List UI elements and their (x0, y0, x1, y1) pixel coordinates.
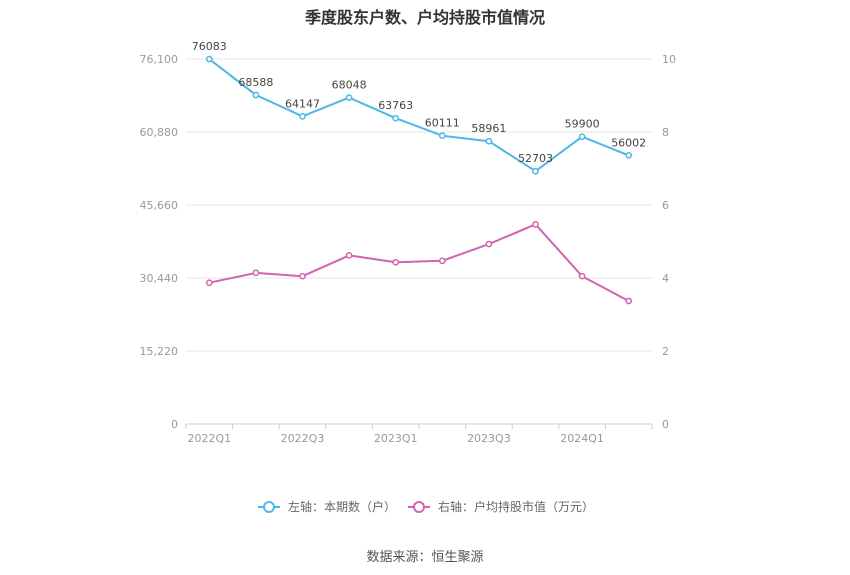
left-axis-ticks: 0 15,220 30,440 45,660 60,880 76,100 (140, 53, 179, 431)
right-tick-label: 0 (662, 418, 669, 431)
data-point (532, 167, 539, 175)
data-point (252, 269, 260, 277)
left-tick-label: 45,660 (140, 199, 179, 212)
x-tick-label: 2023Q1 (374, 432, 418, 445)
x-tick-label: 2022Q3 (281, 432, 325, 445)
data-label: 58961 (471, 122, 506, 135)
series-line-2 (209, 223, 630, 302)
legend-swatch-marker (263, 501, 275, 513)
right-tick-label: 8 (662, 126, 669, 139)
left-tick-label: 0 (171, 418, 178, 431)
data-label: 68048 (332, 79, 367, 92)
data-point (438, 132, 446, 140)
data-point (205, 279, 213, 287)
left-tick-label: 76,100 (140, 53, 179, 66)
left-tick-label: 60,880 (140, 126, 179, 139)
data-point (299, 272, 306, 280)
x-tick-label: 2022Q1 (187, 432, 231, 445)
grid-lines (186, 58, 652, 425)
data-point (625, 152, 633, 159)
data-point (345, 252, 353, 259)
data-point (578, 272, 586, 280)
data-point (485, 240, 493, 248)
data-source: 数据来源：恒生聚源 (366, 550, 484, 565)
right-tick-label: 10 (662, 53, 676, 66)
legend: 左轴：本期数（户） 右轴：户均持股市值（万元） (258, 499, 594, 514)
legend-swatch-marker (413, 501, 425, 513)
legend-label: 左轴：本期数（户） (288, 499, 396, 514)
right-axis-ticks: 0 2 4 6 8 10 (662, 53, 676, 431)
series-layer: 76083 68588 64147 68048 63763 60111 58961 52703… (192, 40, 646, 305)
data-point (345, 94, 353, 101)
data-label: 64147 (285, 97, 320, 110)
data-point (252, 91, 260, 99)
data-point (532, 220, 539, 228)
data-point (625, 297, 633, 305)
data-point (438, 257, 446, 265)
data-label: 68588 (238, 76, 273, 89)
x-tick-label: 2024Q1 (560, 432, 604, 445)
data-label: 52703 (518, 152, 553, 165)
data-label: 59900 (565, 118, 600, 131)
data-point (299, 112, 306, 120)
x-tick-label: 2023Q3 (467, 432, 511, 445)
series-line-1 (208, 58, 630, 173)
chart-title: 季度股东户数、户均持股市值情况 (304, 8, 545, 27)
data-point (485, 137, 493, 145)
right-tick-label: 6 (662, 199, 669, 212)
data-point (205, 55, 213, 63)
right-tick-label: 4 (662, 272, 669, 285)
right-tick-label: 2 (662, 345, 669, 358)
data-label: 76083 (192, 40, 227, 53)
left-tick-label: 30,440 (140, 272, 179, 285)
left-tick-label: 15,220 (140, 345, 179, 358)
data-point (392, 258, 400, 266)
data-point (392, 114, 400, 122)
data-label: 56002 (611, 136, 646, 149)
data-point (578, 133, 586, 141)
data-label: 60111 (425, 117, 460, 130)
data-label: 63763 (378, 99, 413, 112)
legend-label: 右轴：户均持股市值（万元） (438, 499, 594, 514)
x-axis: 2022Q1 2022Q3 2023Q1 2023Q3 2024Q1 (185, 424, 653, 445)
